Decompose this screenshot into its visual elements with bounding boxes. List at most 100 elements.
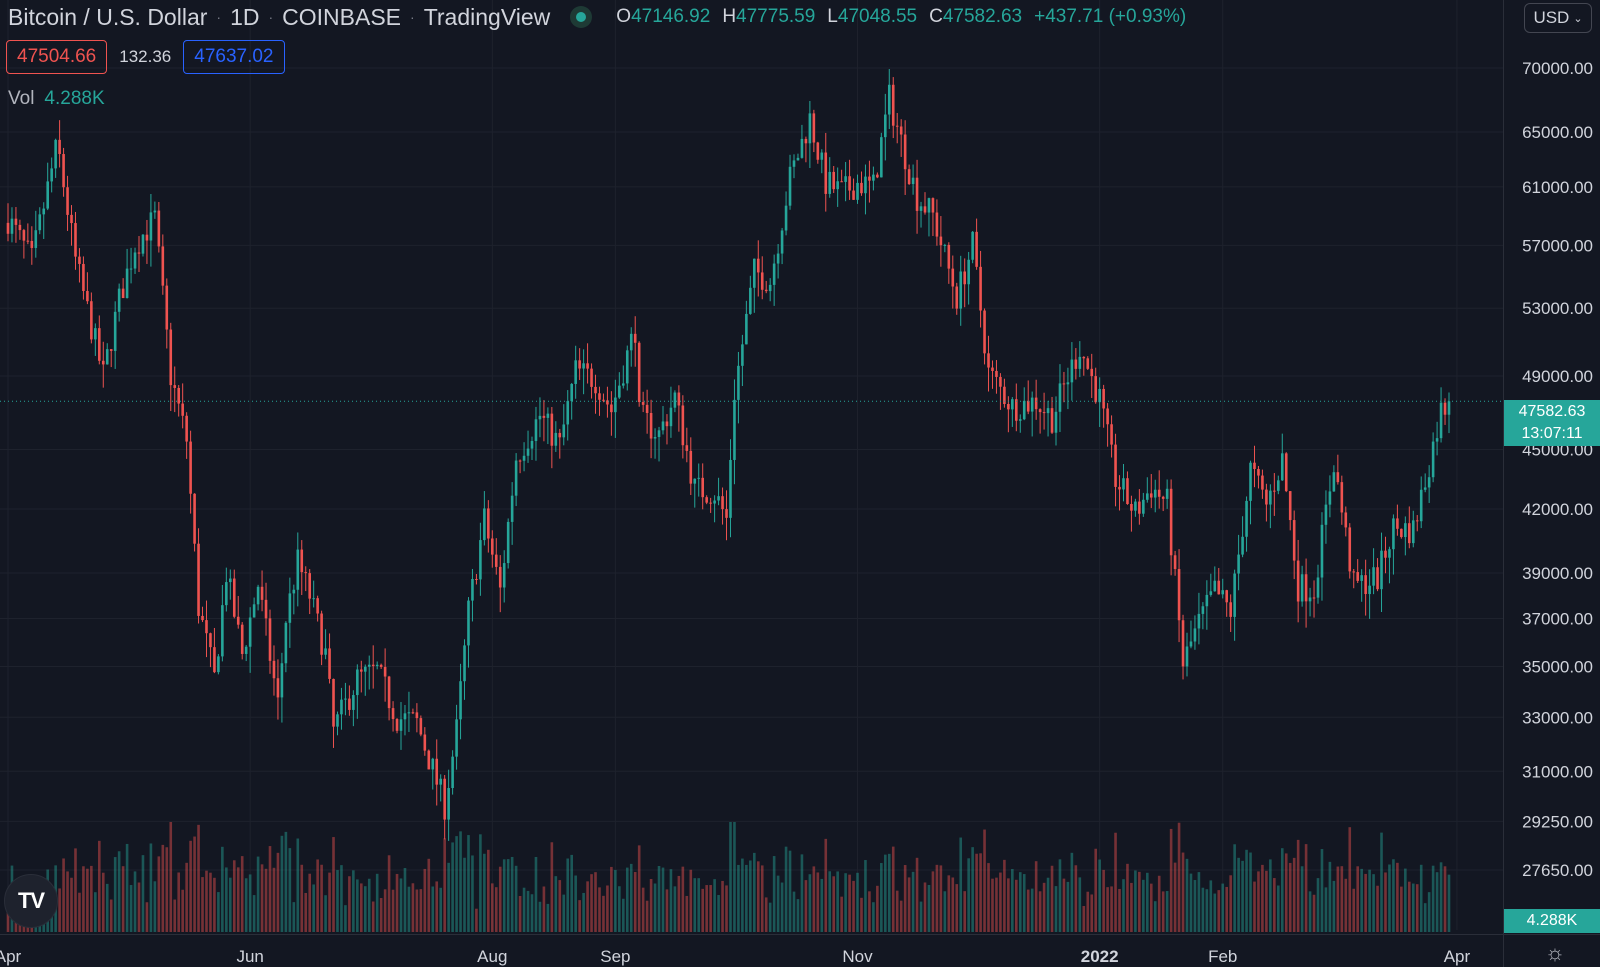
candle-body [98, 328, 101, 361]
volume-bar [1134, 870, 1137, 932]
volume-bar [824, 838, 828, 932]
volume-bar [991, 878, 994, 932]
candle-body [764, 289, 768, 292]
candle-body [923, 206, 927, 213]
volume-bar [423, 868, 427, 932]
candle-body [796, 157, 800, 161]
candle-body [379, 664, 383, 667]
sell-price-button[interactable]: 47504.66 [6, 40, 108, 74]
candle-body [1102, 388, 1105, 409]
volume-bar [1042, 882, 1046, 932]
time-axis[interactable]: Apr Jun Aug Sep Nov 2022 Feb Apr [0, 947, 1470, 966]
volume-bar [494, 887, 498, 932]
volume-bar [1003, 859, 1006, 932]
currency-dropdown[interactable]: USD ⌄ [1524, 3, 1592, 33]
volume-bar [109, 899, 113, 932]
volume-bar [221, 846, 224, 932]
candle-body [1435, 438, 1439, 442]
candle-body [308, 573, 311, 599]
candle-body [240, 624, 244, 654]
change-value: +437.71 (+0.93%) [1034, 6, 1187, 27]
volume-bar [1408, 881, 1411, 932]
market-status-icon[interactable] [570, 6, 593, 28]
volume-bar [1142, 879, 1145, 932]
candle-body [1126, 478, 1129, 505]
candle-body [1237, 554, 1240, 574]
volume-bar [98, 840, 101, 932]
volume-bar [649, 878, 653, 932]
candle-body [530, 440, 534, 449]
volume-bar [1292, 857, 1296, 932]
volume-bar [995, 877, 998, 932]
price-axis[interactable]: 70000.00 65000.00 61000.00 57000.00 53000.00… [1522, 59, 1593, 880]
candle-body [979, 266, 982, 311]
volume-bar [812, 866, 816, 932]
candle-body [82, 263, 85, 291]
volume-legend[interactable]: Vol 4.288K [8, 88, 105, 110]
candle-body [109, 349, 113, 351]
volume-bar [82, 866, 85, 932]
candle-body [30, 240, 34, 248]
candle-body [852, 190, 855, 200]
candle-body [58, 139, 61, 155]
candle-body [550, 413, 554, 446]
volume-bar [1304, 844, 1308, 932]
volume-bar [844, 873, 847, 932]
volume-bar [284, 831, 288, 932]
time-tick-label: Nov [842, 947, 873, 966]
volume-bar [375, 873, 379, 932]
candle-body [324, 648, 327, 655]
volume-bar [1380, 832, 1383, 932]
ohlc-values: O47146.92 H47775.59 L47048.55 C47582.63 … [616, 6, 1186, 28]
volume-bar [574, 875, 577, 932]
candle-body [1265, 489, 1268, 505]
volume-bar [1213, 893, 1217, 932]
volume-bar [741, 858, 744, 932]
candle-body [618, 385, 621, 398]
candle-body [252, 604, 256, 618]
symbol-title[interactable]: Bitcoin / U.S. Dollar [8, 3, 208, 30]
candle-body [780, 230, 784, 254]
volume-bar [935, 864, 939, 932]
candle-body [260, 586, 264, 600]
candle-body [236, 616, 240, 625]
candle-body [213, 647, 216, 673]
interval-label[interactable]: 1D [230, 3, 260, 30]
candle-body [197, 543, 200, 616]
candle-body [1217, 580, 1221, 595]
tradingview-logo-icon[interactable]: TV [4, 874, 58, 928]
volume-bar [1356, 866, 1359, 932]
volume-bar [498, 866, 502, 932]
volume-bar [431, 886, 435, 932]
candle-body [46, 181, 49, 209]
volume-bar [487, 849, 490, 932]
candle-body [840, 181, 843, 183]
candle-body [963, 271, 966, 285]
volume-bar [1038, 891, 1042, 932]
volume-bar [1443, 866, 1447, 932]
volume-bar [721, 880, 724, 932]
volume-bar [145, 902, 149, 932]
volume-bar [907, 877, 911, 932]
candle-body [649, 413, 653, 439]
buy-price-button[interactable]: 47637.02 [183, 40, 285, 74]
candle-body [328, 648, 331, 679]
candle-body [538, 415, 542, 420]
volume-bar [1130, 882, 1133, 932]
candle-body [1392, 518, 1395, 550]
volume-bar [590, 874, 593, 932]
candle-body [534, 419, 538, 441]
volume-bar [225, 867, 228, 932]
candle-body [633, 333, 637, 343]
candle-series [6, 69, 1451, 841]
volume-bar [252, 895, 256, 932]
candle-body [1352, 571, 1356, 573]
candle-body [602, 399, 605, 401]
volume-bar [1074, 865, 1078, 932]
volume-bar [1447, 874, 1451, 932]
volume-bar [1340, 866, 1344, 932]
candle-body [312, 598, 315, 600]
candle-body [1241, 536, 1244, 555]
settings-icon[interactable]: ☼ [1544, 940, 1566, 965]
